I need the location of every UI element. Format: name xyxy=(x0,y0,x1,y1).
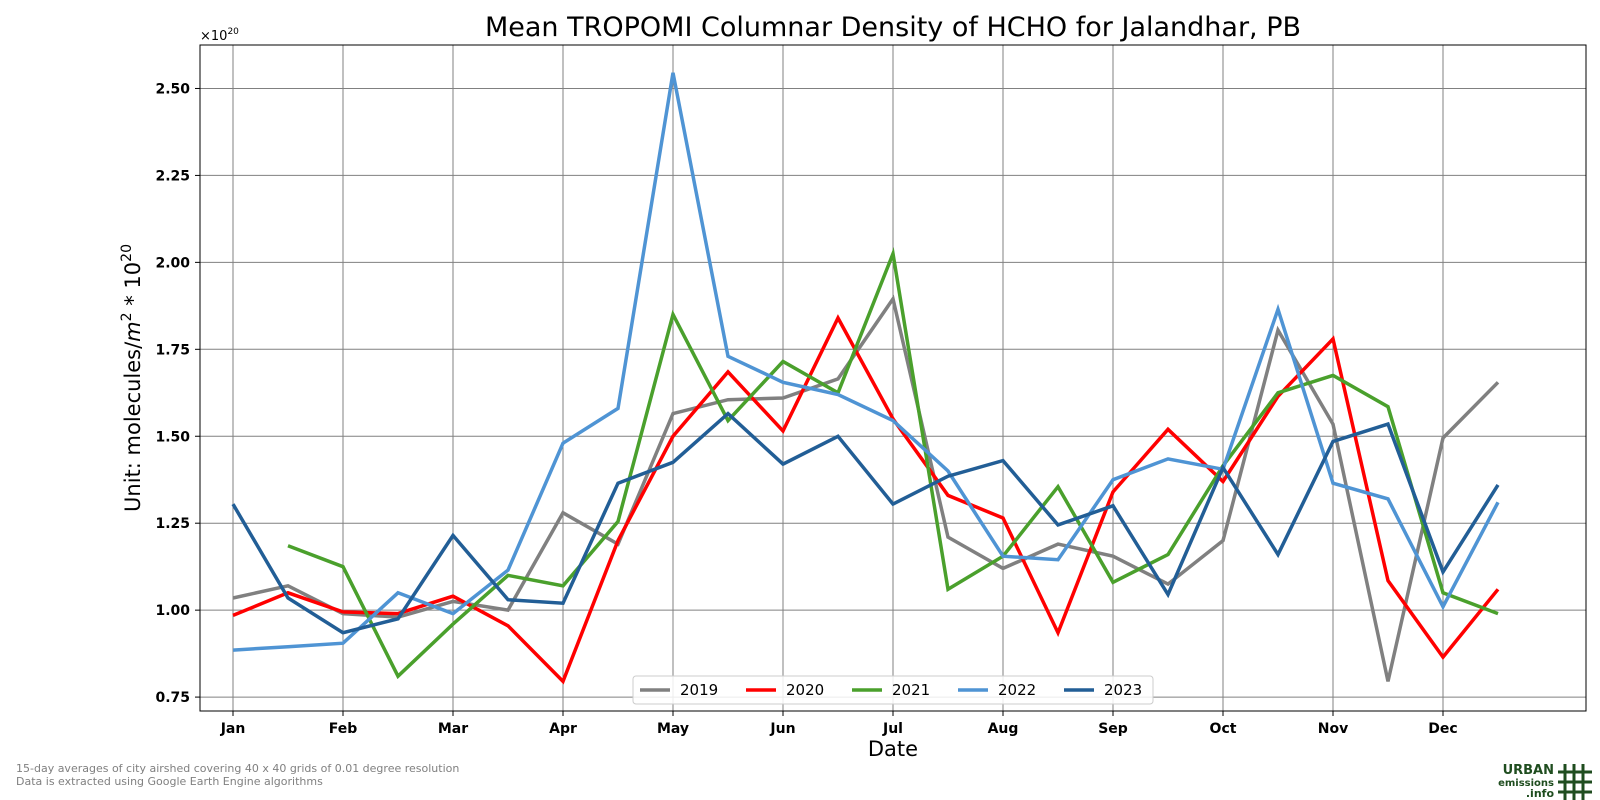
y-ticks: 0.75 1.00 1.25 1.50 1.75 2.00 2.25 2.50 xyxy=(155,81,200,706)
legend-label-2023: 2023 xyxy=(1104,681,1142,699)
series-line-2019 xyxy=(232,294,1500,682)
y-tick-label: 2.25 xyxy=(155,168,190,184)
y-tick-label: 1.25 xyxy=(155,516,190,532)
x-tick-label: Dec xyxy=(1428,721,1457,737)
series-line-2022 xyxy=(232,72,1500,652)
y-tick-label: 1.75 xyxy=(155,342,190,358)
legend-label-2019: 2019 xyxy=(680,681,718,699)
x-tick-label: Jul xyxy=(882,721,903,737)
y-axis-label: Unit: molecules/m2 * 1020 xyxy=(119,244,145,512)
series-line-2023 xyxy=(231,411,1500,635)
logo-grid-icon xyxy=(1558,764,1592,800)
series-line-2021 xyxy=(287,247,1499,680)
x-tick-label: Aug xyxy=(988,721,1019,737)
legend-label-2022: 2022 xyxy=(998,681,1036,699)
legend-box xyxy=(632,675,1154,705)
x-tick-label: Nov xyxy=(1318,721,1348,737)
footnote-line-2: Data is extracted using Google Earth Eng… xyxy=(16,775,323,788)
x-axis-label: Date xyxy=(868,737,918,761)
series-line-2020 xyxy=(232,314,1500,685)
logo-line-1: URBAN xyxy=(1503,763,1554,778)
y-tick-label: 1.50 xyxy=(155,429,190,445)
x-tick-label: May xyxy=(657,721,689,737)
footnote-line-1: 15-day averages of city airshed covering… xyxy=(16,762,459,775)
legend-label-2021: 2021 xyxy=(892,681,930,699)
x-tick-label: Feb xyxy=(329,721,358,737)
logo-line-3: .info xyxy=(1526,787,1555,800)
x-tick-label: Oct xyxy=(1210,721,1237,737)
x-tick-label: Jan xyxy=(220,721,246,737)
x-tick-label: Sep xyxy=(1098,721,1128,737)
y-offset-text: ×1020 xyxy=(200,27,239,44)
legend: 2019 2020 2021 2022 2023 xyxy=(632,675,1154,705)
urban-emissions-logo: URBAN emissions .info xyxy=(1498,763,1592,800)
x-tick-label: Jun xyxy=(769,721,795,737)
y-tick-label: 1.00 xyxy=(155,603,190,619)
chart-title: Mean TROPOMI Columnar Density of HCHO fo… xyxy=(485,12,1301,43)
x-tick-label: Mar xyxy=(438,721,468,737)
series-lines xyxy=(231,72,1500,685)
y-tick-label: 2.50 xyxy=(155,81,190,97)
logo-line-2: emissions xyxy=(1498,778,1554,789)
x-ticks: Jan Feb Mar Apr May Jun Jul Aug Sep Oct Nov Dec xyxy=(220,711,1458,737)
legend-label-2020: 2020 xyxy=(786,681,824,699)
x-tick-label: Apr xyxy=(549,721,577,737)
y-tick-label: 2.00 xyxy=(155,255,190,271)
y-tick-label: 0.75 xyxy=(155,690,190,706)
